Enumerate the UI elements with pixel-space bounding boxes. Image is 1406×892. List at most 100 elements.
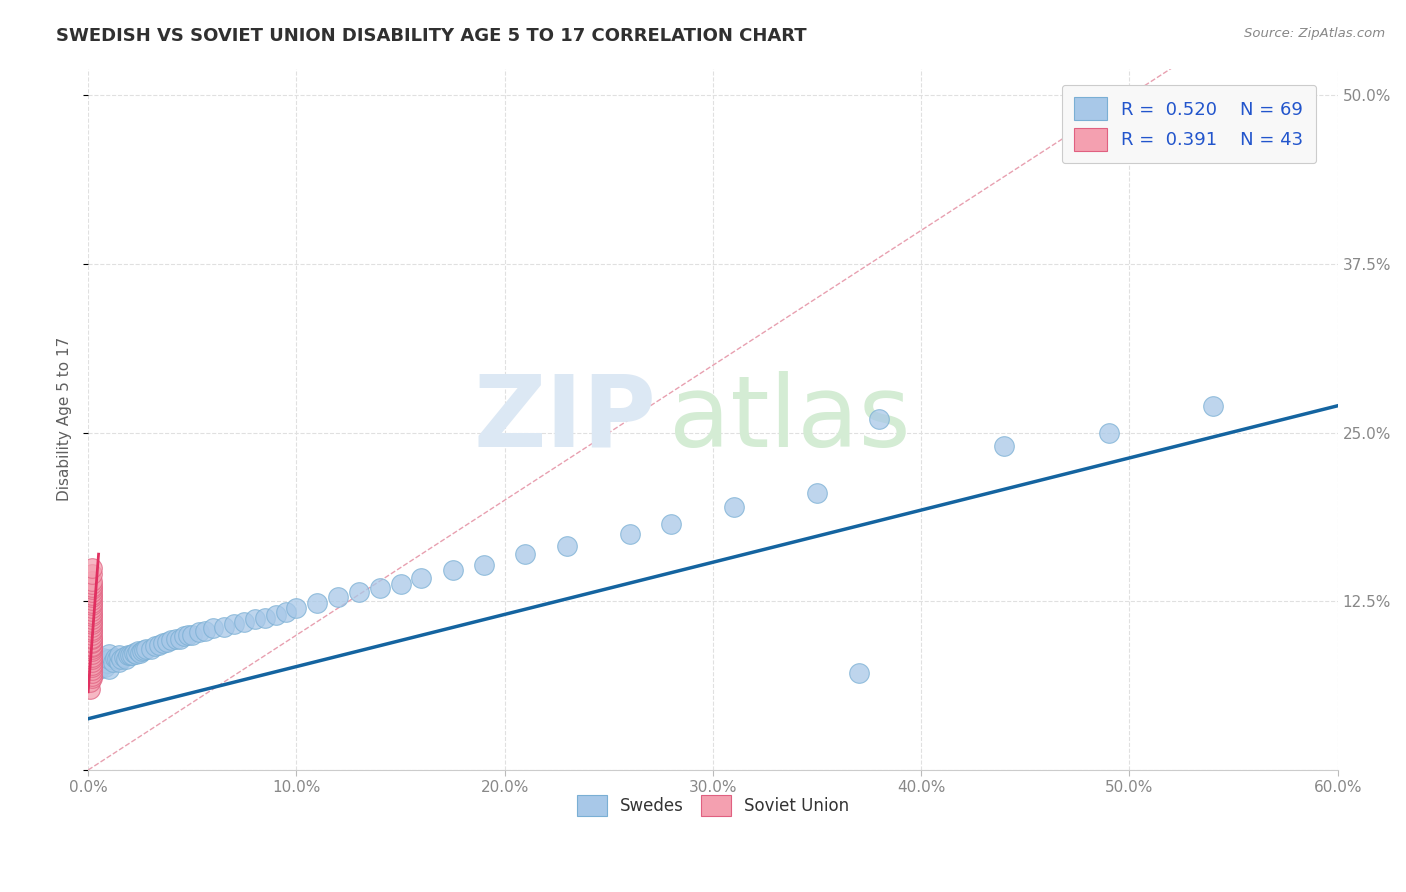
Point (82, 580, 104, 594)
Point (82, 574, 104, 589)
Point (82, 660, 104, 674)
Point (212, 620, 235, 634)
Point (254, 610, 277, 624)
Point (82, 615, 104, 629)
Point (82, 567, 104, 582)
Point (122, 646, 145, 660)
Text: atlas: atlas (669, 371, 911, 467)
Point (187, 625, 209, 640)
Point (82, 652, 104, 666)
Point (82, 582, 104, 597)
Legend: Swedes, Soviet Union: Swedes, Soviet Union (568, 787, 858, 825)
Point (233, 615, 256, 629)
Point (848, 665, 870, 680)
Point (368, 581, 391, 595)
Point (82, 657, 104, 672)
Text: ZIP: ZIP (474, 371, 657, 467)
Point (165, 632, 187, 647)
Point (131, 644, 153, 658)
Point (659, 517, 682, 532)
Point (94, 660, 117, 674)
Point (82, 607, 104, 621)
Point (723, 500, 745, 514)
Point (82, 632, 104, 647)
Point (441, 563, 464, 577)
Point (82, 577, 104, 591)
Point (82, 628, 104, 642)
Point (82, 671, 104, 685)
Point (82, 663, 104, 677)
Point (82, 641, 104, 656)
Point (82, 639, 104, 653)
Point (82, 596, 104, 610)
Point (125, 647, 148, 661)
Point (274, 605, 297, 619)
Point (96, 657, 118, 671)
Point (82, 601, 104, 615)
Point (82, 644, 104, 658)
Point (143, 639, 166, 653)
Y-axis label: Disability Age 5 to 17: Disability Age 5 to 17 (58, 337, 72, 501)
Point (82, 609, 104, 624)
Point (82, 665, 104, 680)
Point (104, 651, 127, 665)
Point (555, 539, 578, 553)
Point (285, 601, 308, 615)
Point (91, 657, 114, 672)
Point (82, 668, 104, 682)
Point (243, 612, 266, 626)
Point (181, 628, 204, 642)
Point (156, 635, 179, 649)
Point (82, 635, 104, 649)
Point (114, 652, 136, 666)
Point (82, 588, 104, 602)
Point (307, 596, 329, 610)
Point (82, 604, 104, 618)
Point (82, 620, 104, 634)
Point (177, 628, 200, 642)
Point (127, 644, 149, 658)
Point (82, 585, 104, 599)
Point (993, 439, 1015, 453)
Point (82, 640, 104, 655)
Point (173, 630, 195, 644)
Point (194, 624, 217, 638)
Point (169, 632, 191, 647)
Point (87, 652, 110, 666)
Point (91, 651, 114, 665)
Point (806, 486, 828, 500)
Point (82, 649, 104, 664)
Point (148, 638, 170, 652)
Point (98, 647, 121, 661)
Point (1202, 399, 1225, 413)
Point (117, 648, 139, 663)
Point (619, 527, 641, 541)
Point (326, 591, 349, 605)
Point (264, 607, 287, 622)
Point (118, 648, 141, 663)
Point (82, 612, 104, 626)
Point (82, 655, 104, 669)
Point (112, 649, 135, 664)
Point (82, 599, 104, 613)
Point (87, 655, 110, 669)
Point (160, 633, 183, 648)
Point (82, 636, 104, 650)
Point (98, 652, 121, 666)
Point (1097, 425, 1119, 440)
Point (98, 662, 121, 676)
Point (105, 652, 128, 666)
Point (515, 547, 537, 561)
Point (121, 648, 143, 663)
Point (110, 652, 132, 666)
Point (82, 617, 104, 632)
Point (82, 625, 104, 640)
Point (202, 621, 225, 635)
Text: Source: ZipAtlas.com: Source: ZipAtlas.com (1244, 27, 1385, 40)
Point (101, 655, 124, 669)
Point (869, 412, 891, 426)
Point (82, 623, 104, 637)
Point (79, 681, 101, 696)
Point (87, 662, 110, 676)
Point (79, 675, 101, 690)
